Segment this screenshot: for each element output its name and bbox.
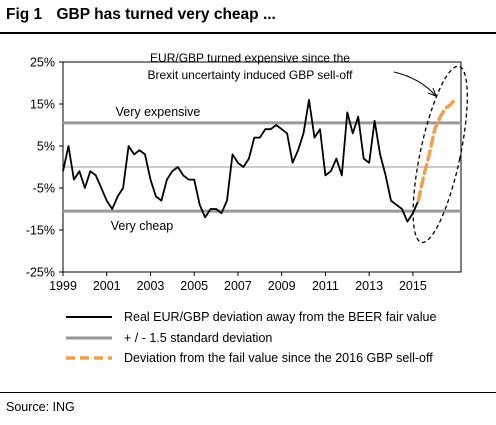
- chart-title: Fig 1 GBP has turned very cheap ...: [6, 6, 276, 24]
- y-tick-label: -15%: [26, 224, 55, 238]
- band-label-lower: Very cheap: [111, 219, 174, 233]
- series-line-projection: [416, 98, 457, 203]
- x-tick-label: 1999: [49, 279, 77, 293]
- x-tick-label: 2011: [312, 279, 339, 293]
- source-note: Source: ING: [6, 400, 75, 414]
- source-rule: [0, 392, 496, 393]
- x-tick-label: 2003: [137, 279, 165, 293]
- fig-label: Fig 1: [6, 6, 43, 23]
- x-tick-label: 2009: [268, 279, 296, 293]
- deviation-bands: Very expensive Very cheap: [63, 105, 461, 233]
- y-tick-label: 15%: [30, 98, 55, 112]
- y-tick-label: 5%: [37, 140, 55, 154]
- annotation-line-1: EUR/GBP turned expensive since the: [150, 51, 350, 65]
- annotation-arrowhead-icon: [427, 87, 437, 97]
- x-tick-label: 2005: [180, 279, 208, 293]
- legend-label: Deviation from the fail value since the …: [124, 351, 433, 365]
- axes: 25% 15% 5% -5% -15% -25%1999 2001 2003 2005 2007 2…: [26, 56, 462, 293]
- title-text: GBP has turned very cheap ...: [56, 6, 276, 23]
- annotation-arrow-shaft: [393, 71, 437, 97]
- highlight-ellipse: [412, 65, 468, 244]
- annotation-group: EUR/GBP turned expensive since the Brexi…: [148, 51, 468, 244]
- legend-label: + / - 1.5 standard deviation: [124, 331, 272, 345]
- y-tick-label: 25%: [30, 56, 55, 70]
- legend-label: Real EUR/GBP deviation away from the BEE…: [124, 310, 436, 324]
- band-label-upper: Very expensive: [116, 105, 201, 119]
- y-tick-label: -5%: [33, 182, 55, 196]
- series-line-actual: [62, 98, 420, 223]
- x-tick-label: 2007: [224, 279, 252, 293]
- y-tick-label: -25%: [26, 266, 55, 280]
- x-tick-label: 2015: [399, 279, 427, 293]
- x-tick-label: 2013: [355, 279, 383, 293]
- legend: Real EUR/GBP deviation away from the BEE…: [66, 310, 436, 365]
- x-tick-label: 2001: [93, 279, 121, 293]
- annotation-line-2: Brexit uncertainty induced GBP sell-off: [148, 68, 354, 82]
- title-rule: [0, 32, 496, 34]
- series-group: [62, 98, 457, 223]
